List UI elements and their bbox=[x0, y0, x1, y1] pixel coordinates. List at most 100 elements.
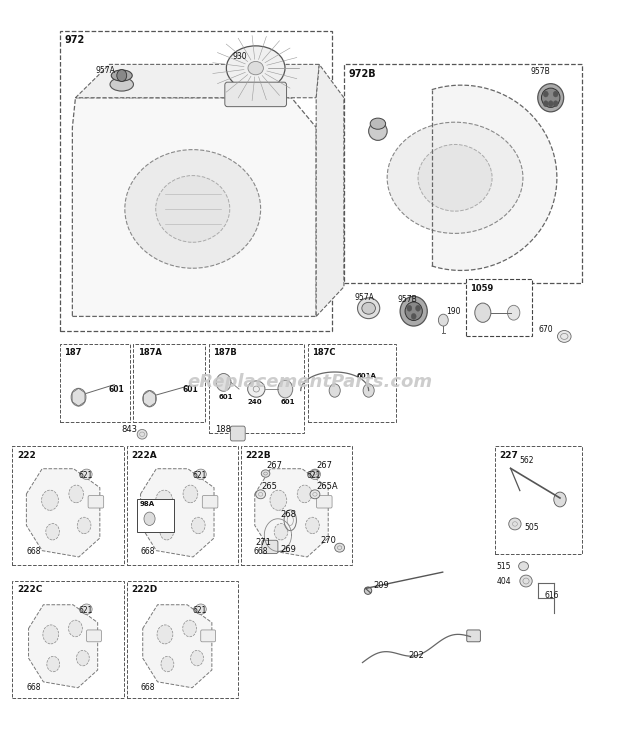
FancyBboxPatch shape bbox=[344, 65, 582, 283]
FancyBboxPatch shape bbox=[308, 344, 396, 423]
Ellipse shape bbox=[538, 83, 564, 112]
Text: 957B: 957B bbox=[531, 67, 551, 77]
Text: 267: 267 bbox=[267, 461, 283, 470]
Circle shape bbox=[78, 517, 91, 533]
Circle shape bbox=[553, 100, 558, 106]
Circle shape bbox=[278, 380, 293, 398]
Text: 265A: 265A bbox=[316, 481, 338, 490]
Ellipse shape bbox=[541, 88, 560, 107]
Text: 265: 265 bbox=[262, 481, 278, 490]
Text: 668: 668 bbox=[26, 682, 40, 691]
Ellipse shape bbox=[358, 298, 379, 318]
FancyBboxPatch shape bbox=[241, 446, 352, 565]
Circle shape bbox=[69, 485, 84, 503]
Ellipse shape bbox=[557, 330, 571, 342]
FancyBboxPatch shape bbox=[201, 630, 216, 642]
Polygon shape bbox=[316, 65, 344, 316]
Text: 190: 190 bbox=[446, 307, 460, 316]
Circle shape bbox=[415, 305, 420, 311]
Text: 670: 670 bbox=[538, 324, 553, 333]
Circle shape bbox=[157, 625, 173, 644]
FancyBboxPatch shape bbox=[231, 426, 245, 441]
Text: 957B: 957B bbox=[397, 295, 417, 304]
Polygon shape bbox=[432, 85, 557, 270]
Polygon shape bbox=[73, 97, 316, 316]
Circle shape bbox=[161, 656, 174, 672]
Circle shape bbox=[216, 373, 231, 391]
Circle shape bbox=[43, 625, 59, 644]
Ellipse shape bbox=[248, 62, 264, 74]
Text: 222A: 222A bbox=[131, 451, 157, 460]
Text: 601: 601 bbox=[280, 399, 295, 405]
Ellipse shape bbox=[509, 518, 521, 530]
FancyBboxPatch shape bbox=[209, 344, 304, 433]
Text: 187C: 187C bbox=[312, 348, 335, 357]
Text: 188: 188 bbox=[215, 426, 231, 434]
Text: 222: 222 bbox=[17, 451, 35, 460]
FancyBboxPatch shape bbox=[87, 630, 102, 642]
Circle shape bbox=[160, 524, 174, 540]
Circle shape bbox=[76, 650, 89, 666]
Text: 843: 843 bbox=[121, 426, 137, 434]
FancyBboxPatch shape bbox=[12, 446, 123, 565]
Circle shape bbox=[548, 100, 553, 106]
Circle shape bbox=[543, 91, 548, 97]
Text: 668: 668 bbox=[140, 547, 155, 556]
Text: 209: 209 bbox=[373, 581, 389, 590]
Ellipse shape bbox=[226, 46, 285, 90]
Ellipse shape bbox=[365, 587, 372, 594]
Text: 621: 621 bbox=[307, 471, 321, 481]
Ellipse shape bbox=[156, 176, 230, 243]
Text: eReplacementParts.com: eReplacementParts.com bbox=[187, 373, 433, 391]
Text: 505: 505 bbox=[525, 523, 539, 532]
Text: 621: 621 bbox=[193, 606, 207, 615]
Text: 668: 668 bbox=[253, 547, 268, 556]
Text: 404: 404 bbox=[497, 577, 511, 586]
Ellipse shape bbox=[261, 470, 270, 477]
Ellipse shape bbox=[310, 490, 320, 498]
Text: 621: 621 bbox=[79, 606, 93, 615]
Ellipse shape bbox=[335, 543, 345, 552]
FancyBboxPatch shape bbox=[88, 496, 104, 508]
Text: 222D: 222D bbox=[131, 586, 157, 594]
Text: 668: 668 bbox=[26, 547, 40, 556]
Text: 267: 267 bbox=[316, 461, 332, 470]
Ellipse shape bbox=[387, 122, 523, 234]
Ellipse shape bbox=[370, 118, 386, 129]
Circle shape bbox=[69, 620, 82, 637]
Text: 601: 601 bbox=[219, 394, 233, 400]
Circle shape bbox=[156, 490, 172, 510]
Ellipse shape bbox=[247, 381, 265, 397]
Polygon shape bbox=[27, 469, 100, 557]
Ellipse shape bbox=[125, 150, 260, 269]
Circle shape bbox=[42, 490, 58, 510]
Text: 621: 621 bbox=[79, 471, 93, 481]
Circle shape bbox=[438, 314, 448, 326]
Text: 268: 268 bbox=[280, 510, 296, 519]
FancyBboxPatch shape bbox=[202, 496, 218, 508]
Text: 271: 271 bbox=[255, 538, 272, 547]
Text: 187B: 187B bbox=[213, 348, 237, 357]
Text: 269: 269 bbox=[280, 545, 296, 554]
Ellipse shape bbox=[81, 469, 92, 479]
Ellipse shape bbox=[309, 469, 321, 479]
Polygon shape bbox=[143, 605, 212, 687]
Text: 957A: 957A bbox=[355, 293, 374, 302]
Polygon shape bbox=[29, 605, 98, 687]
Ellipse shape bbox=[369, 122, 387, 141]
Text: 1059: 1059 bbox=[470, 283, 493, 293]
Circle shape bbox=[407, 305, 412, 311]
FancyBboxPatch shape bbox=[262, 540, 278, 554]
Polygon shape bbox=[255, 469, 328, 557]
Ellipse shape bbox=[110, 77, 133, 91]
FancyBboxPatch shape bbox=[60, 31, 332, 331]
Ellipse shape bbox=[111, 70, 132, 81]
Ellipse shape bbox=[405, 302, 422, 321]
Circle shape bbox=[363, 384, 374, 397]
Circle shape bbox=[553, 91, 558, 97]
Polygon shape bbox=[76, 65, 319, 97]
Polygon shape bbox=[141, 469, 214, 557]
FancyBboxPatch shape bbox=[126, 581, 238, 698]
Text: 187: 187 bbox=[64, 348, 82, 357]
Ellipse shape bbox=[195, 469, 206, 479]
